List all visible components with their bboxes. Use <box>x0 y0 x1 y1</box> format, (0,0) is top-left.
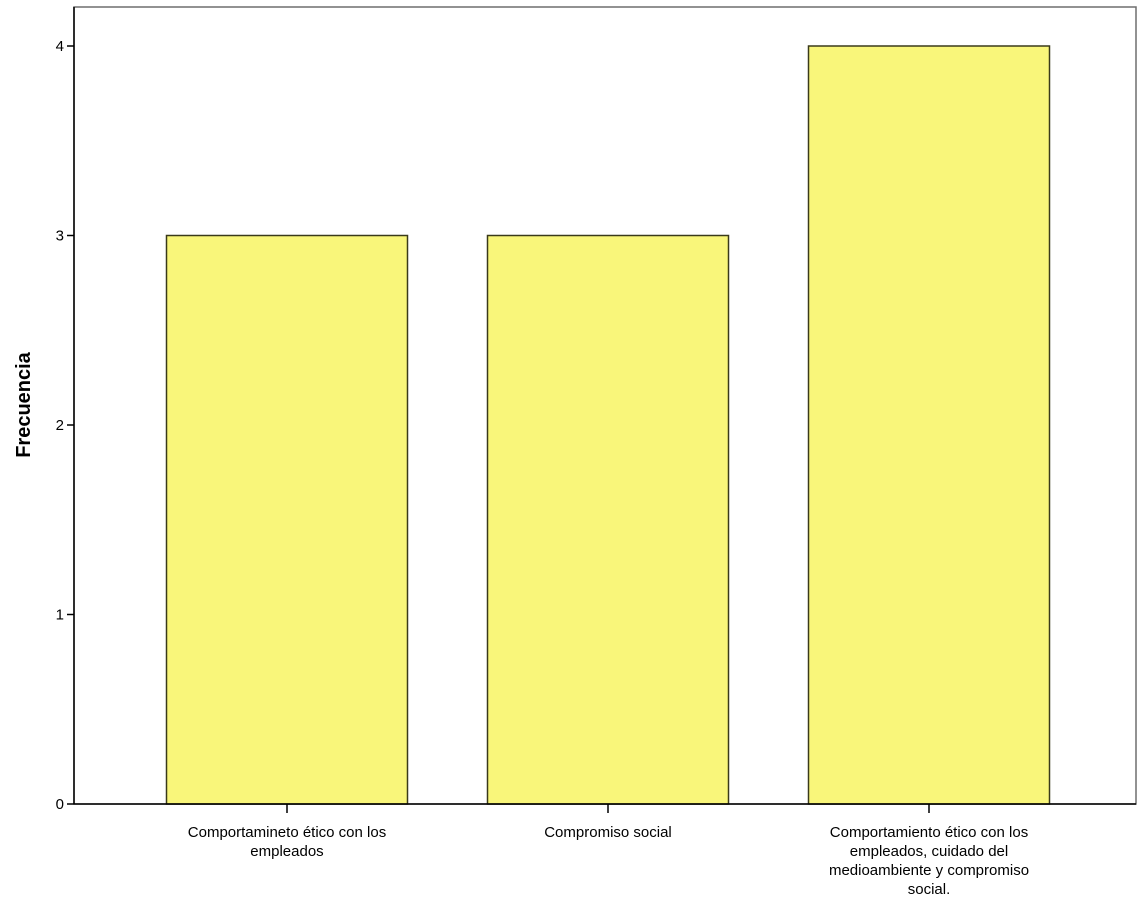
x-labels-group: Comportamineto ético con los empleadosCom… <box>188 804 1029 898</box>
x-category-label-line: medioambiente y compromiso <box>829 862 1029 879</box>
bar <box>165 234 409 805</box>
bar <box>486 234 730 805</box>
y-tick-label: 1 <box>56 607 64 624</box>
bar <box>807 45 1051 805</box>
y-tick-label: 0 <box>56 796 64 813</box>
x-category-label: Comportamiento ético con los empleados, c… <box>829 824 1029 898</box>
x-category-label: Compromiso social <box>544 824 672 841</box>
x-category-label-line: Compromiso social <box>544 824 672 841</box>
y-axis-title: Frecuencia <box>13 351 35 457</box>
y-tick-label: 4 <box>56 38 64 55</box>
x-category-label-line: Comportamiento ético con los <box>830 824 1028 841</box>
bars-group <box>165 45 1051 805</box>
x-category-label-line: social. <box>908 881 951 898</box>
y-ticks-group: 0 1 2 3 4 <box>56 38 74 813</box>
x-category-label: Comportamineto ético con los empleados <box>188 824 386 860</box>
x-category-label-line: Comportamineto ético con los <box>188 824 386 841</box>
y-tick-label: 3 <box>56 228 64 245</box>
y-tick-label: 2 <box>56 417 64 434</box>
x-category-label-line: empleados, cuidado del <box>850 843 1008 860</box>
x-category-label-line: empleados <box>250 843 323 860</box>
